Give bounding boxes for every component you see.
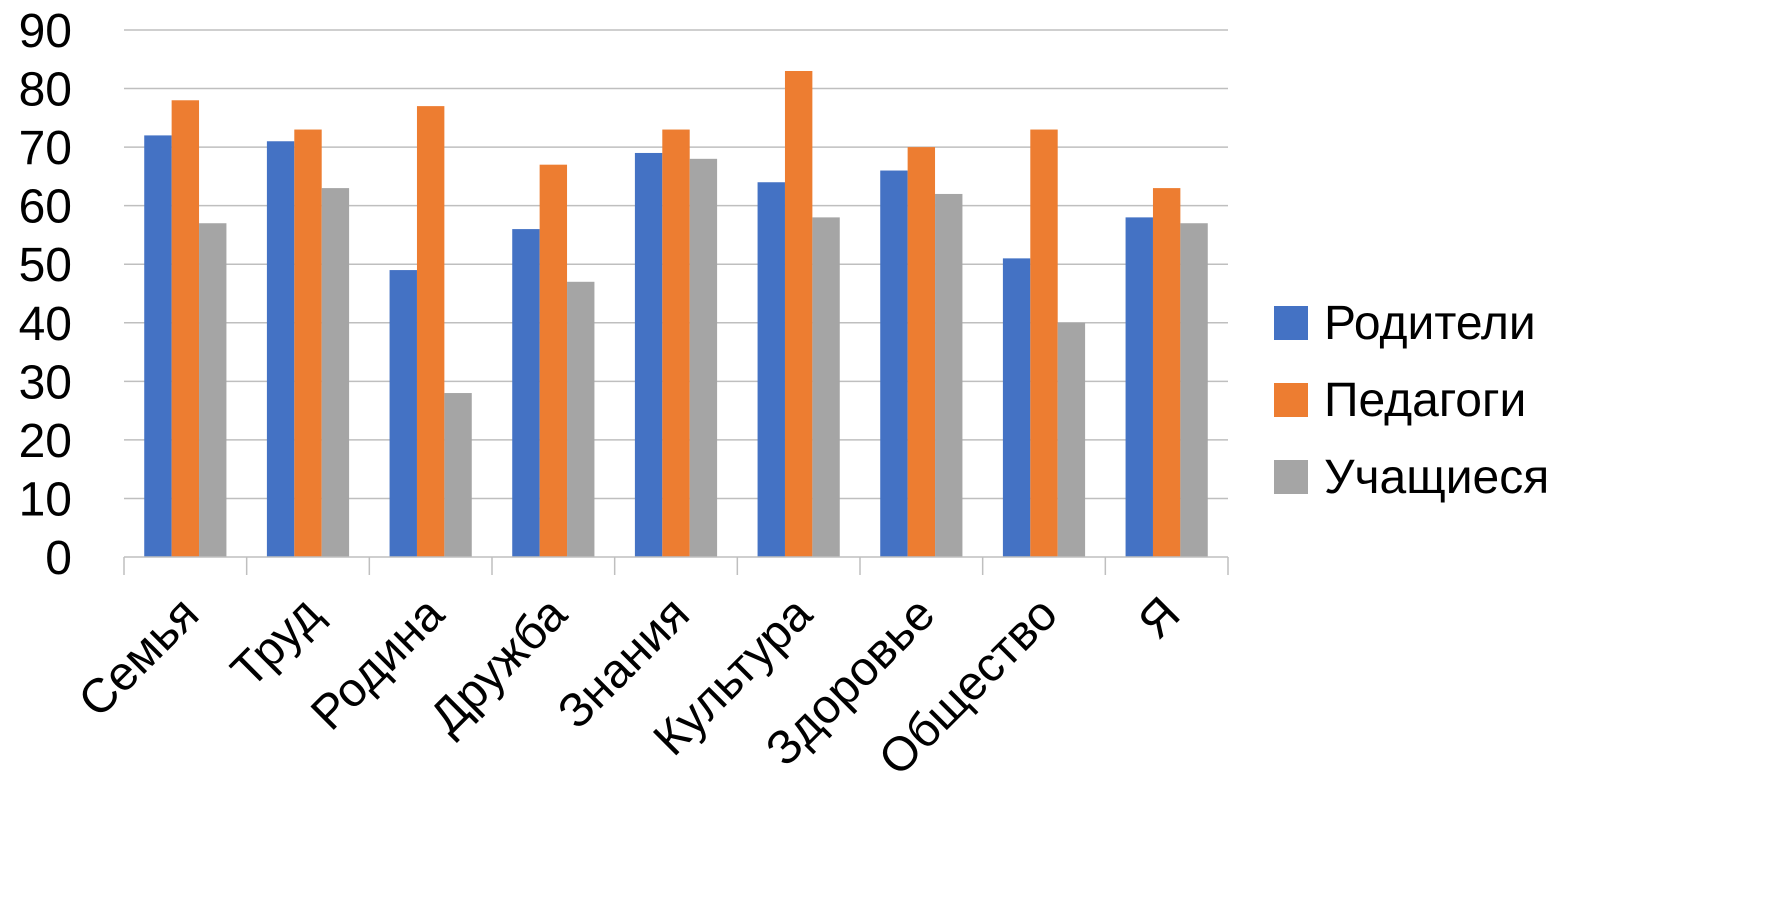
bar-1-5	[634, 152, 663, 557]
bar-2-8	[1030, 129, 1058, 558]
x-tick-label: Я	[1128, 587, 1190, 649]
y-tick-label-70: 70	[19, 122, 72, 175]
legend-label-2: Педагоги	[1324, 374, 1526, 427]
x-tick-label: Дружба	[420, 587, 577, 744]
bar-2-3	[416, 106, 445, 557]
bar-3-2	[321, 188, 350, 557]
bar-3-5	[689, 158, 718, 558]
bar-3-3	[444, 393, 472, 557]
bar-2-5	[662, 129, 690, 558]
bar-2-9	[1152, 188, 1181, 557]
bar-1-3	[389, 270, 417, 557]
bar-2-1	[171, 100, 200, 558]
bar-1-6	[757, 182, 785, 557]
bar-2-2	[294, 129, 322, 558]
legend-label-3: Учащиеся	[1324, 451, 1549, 504]
x-tick-label: Семья	[69, 587, 209, 727]
legend-swatch-2	[1274, 383, 1308, 417]
bar-1-9	[1125, 217, 1153, 557]
bars	[144, 70, 1208, 558]
y-tick-label-0: 0	[45, 532, 72, 585]
bar-3-7	[935, 193, 963, 557]
y-tick-label-10: 10	[19, 473, 72, 526]
bar-3-9	[1180, 223, 1208, 557]
bar-2-6	[784, 70, 813, 557]
y-tick-label-20: 20	[19, 415, 72, 468]
legend-swatch-3	[1274, 460, 1308, 494]
legend-label-1: Родители	[1324, 297, 1536, 350]
bar-1-7	[880, 170, 908, 558]
y-tick-label-40: 40	[19, 298, 72, 351]
y-tick-label-30: 30	[19, 356, 72, 409]
y-tick-label-90: 90	[19, 5, 72, 58]
y-tick-label-60: 60	[19, 181, 72, 234]
legend: Родители Педагоги Учащиеся	[1274, 297, 1549, 504]
y-tick-label-80: 80	[19, 64, 72, 117]
x-tick-label: Труд	[221, 587, 331, 697]
bar-2-7	[907, 147, 936, 557]
x-axis-ticks: Семья ТрудРодинаДружбаЗнанияКультураЗдоро…	[69, 587, 1191, 786]
bar-1-4	[512, 229, 540, 558]
bar-1-1	[144, 135, 172, 557]
bar-1-2	[266, 141, 295, 557]
bar-2-4	[539, 164, 568, 557]
legend-swatch-1	[1274, 306, 1308, 340]
bar-3-4	[567, 281, 595, 557]
bar-1-8	[1002, 258, 1031, 557]
y-tick-label-50: 50	[19, 239, 72, 292]
bar-3-1	[199, 223, 227, 557]
bar-3-8	[1057, 322, 1086, 557]
x-axis	[123, 556, 1229, 575]
bar-3-6	[812, 217, 840, 557]
